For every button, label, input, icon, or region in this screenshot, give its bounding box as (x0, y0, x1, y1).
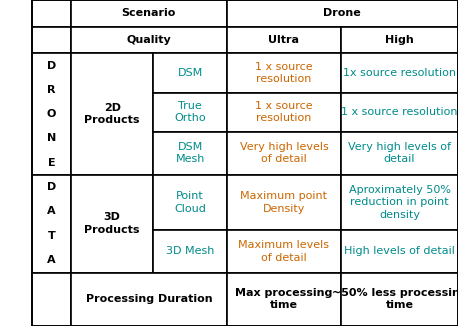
Text: Maximum point
Density: Maximum point Density (240, 191, 327, 214)
Text: R: R (47, 85, 56, 95)
Bar (153, 53, 227, 93)
Text: 1x source resolution: 1x source resolution (343, 68, 456, 78)
Bar (227, 132, 341, 175)
Text: O: O (47, 109, 56, 119)
Text: A: A (47, 206, 56, 216)
Bar (32, 0, 71, 27)
Bar (227, 27, 341, 53)
Text: Ultra: Ultra (268, 35, 300, 45)
Bar (71, 53, 153, 175)
Bar (71, 175, 153, 273)
Text: 1 x source resolution: 1 x source resolution (341, 107, 458, 117)
Bar (153, 93, 227, 132)
Text: 2D
Products: 2D Products (84, 103, 140, 125)
Text: True
Ortho: True Ortho (174, 101, 206, 123)
Bar (71, 0, 227, 27)
Text: Very high levels of
detail: Very high levels of detail (348, 142, 451, 164)
Text: Scenario: Scenario (122, 8, 176, 18)
Bar (341, 273, 458, 326)
Bar (32, 273, 71, 326)
Bar (227, 230, 341, 273)
Text: High levels of detail: High levels of detail (344, 246, 455, 256)
Bar (32, 53, 71, 175)
Bar (341, 27, 458, 53)
Text: T: T (48, 231, 55, 241)
Text: E: E (48, 157, 55, 168)
Text: Aproximately 50%
reduction in point
density: Aproximately 50% reduction in point dens… (349, 185, 451, 220)
Text: D: D (47, 182, 56, 192)
Bar (227, 273, 341, 326)
Text: ~50% less processing
time: ~50% less processing time (332, 288, 458, 310)
Text: Max processing
time: Max processing time (235, 288, 333, 310)
Text: DSM: DSM (177, 68, 203, 78)
Text: 1 x source
resolution: 1 x source resolution (255, 101, 313, 123)
Bar (341, 230, 458, 273)
Bar (71, 273, 227, 326)
Bar (71, 27, 227, 53)
Bar (32, 27, 71, 53)
Bar (341, 132, 458, 175)
Bar (227, 0, 458, 27)
Text: A: A (47, 255, 56, 265)
Bar (153, 230, 227, 273)
Bar (341, 175, 458, 230)
Text: Processing Duration: Processing Duration (86, 294, 212, 304)
Text: High: High (385, 35, 414, 45)
Text: 3D Mesh: 3D Mesh (166, 246, 214, 256)
Bar (32, 175, 71, 273)
Text: DSM
Mesh: DSM Mesh (175, 142, 205, 164)
Text: 1 x source
resolution: 1 x source resolution (255, 62, 313, 84)
Text: D: D (47, 61, 56, 71)
Bar (341, 53, 458, 93)
Bar (227, 93, 341, 132)
Text: Very high levels
of detail: Very high levels of detail (240, 142, 328, 164)
Bar (227, 175, 341, 230)
Text: Maximum levels
of detail: Maximum levels of detail (239, 240, 329, 262)
Text: 3D
Products: 3D Products (84, 213, 140, 235)
Bar (153, 132, 227, 175)
Text: Point
Cloud: Point Cloud (174, 191, 206, 214)
Text: Quality: Quality (126, 35, 171, 45)
Text: N: N (47, 133, 56, 143)
Bar (153, 175, 227, 230)
Text: Drone: Drone (323, 8, 361, 18)
Bar (227, 53, 341, 93)
Bar (341, 93, 458, 132)
